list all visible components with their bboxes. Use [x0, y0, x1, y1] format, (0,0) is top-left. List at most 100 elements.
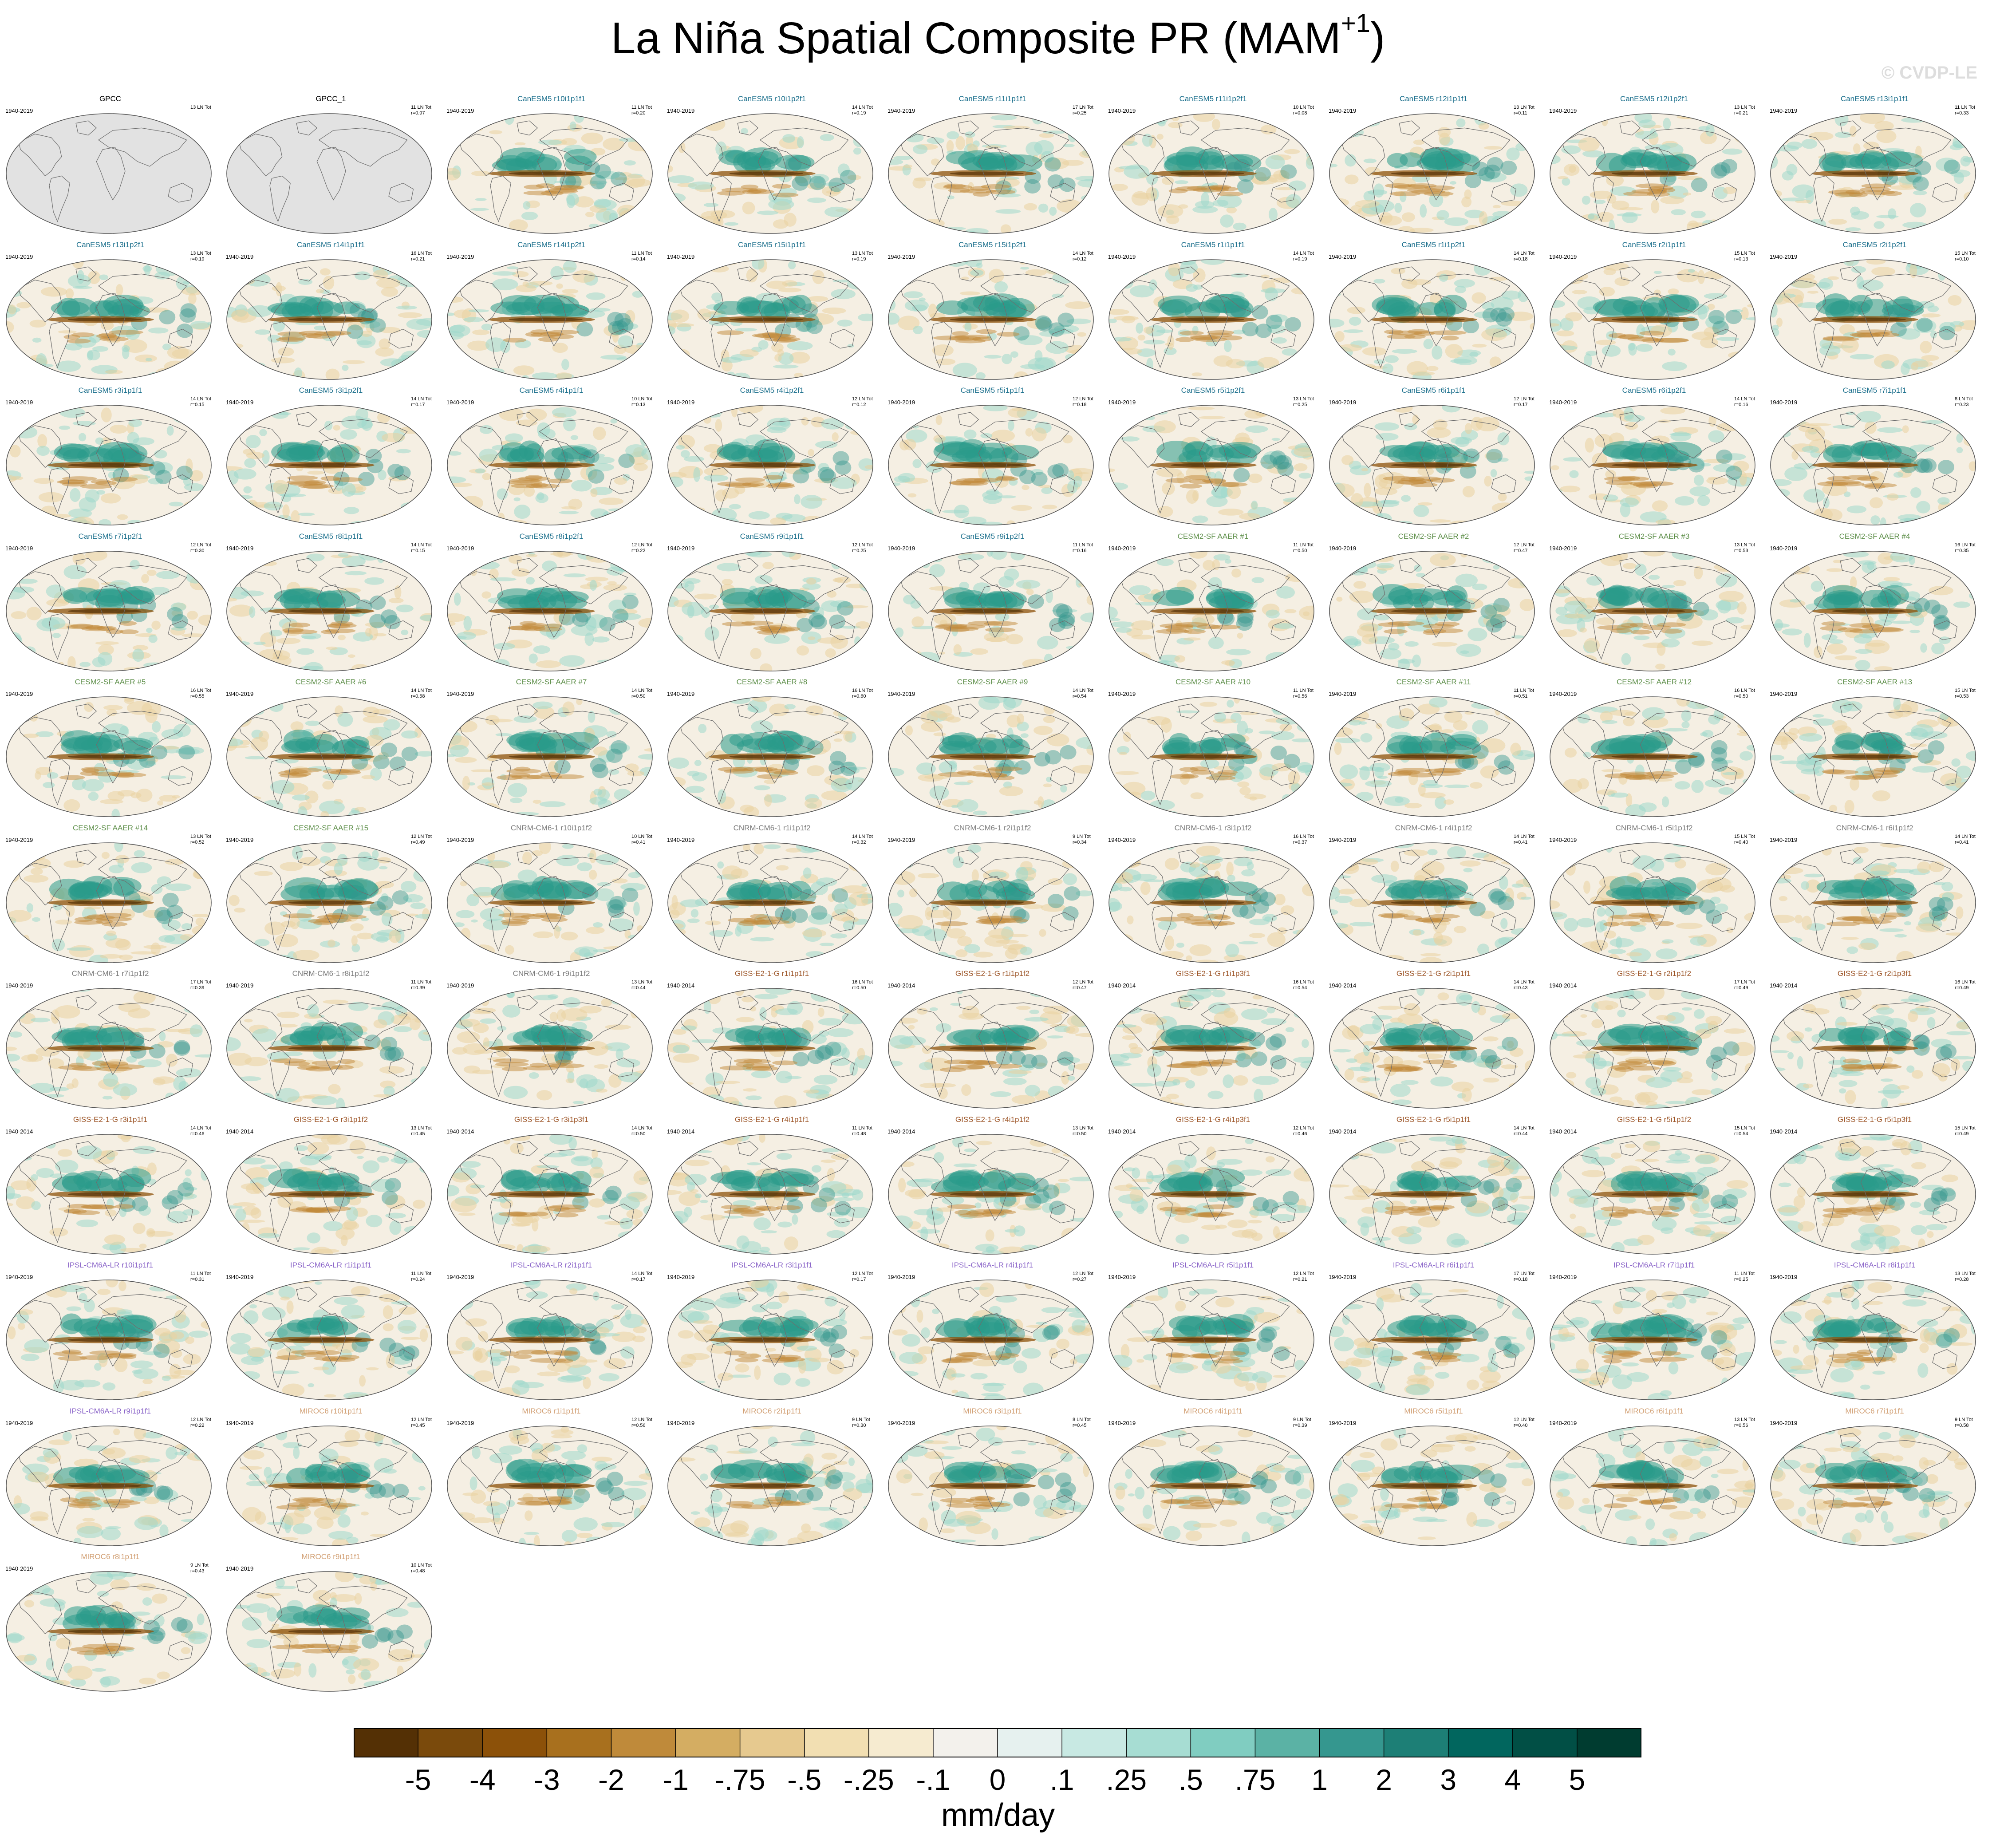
panel-title: MIROC6 r2i1p1f1	[742, 1406, 801, 1415]
map-panel: CanESM5 r10i1p1f1 1940-2019 11 LN Tot r=0.2…	[441, 94, 662, 235]
map-panel: IPSL-CM6A-LR r5i1p1f1 1940-2019 12 LN Tot r…	[1103, 1260, 1323, 1402]
colorbar-tick-label: .75	[1235, 1763, 1276, 1796]
map	[6, 1425, 212, 1546]
panel-period: 1940-2019	[226, 545, 254, 552]
panel-period: 1940-2019	[226, 982, 254, 989]
panel-stats: 14 LN Tot r=0.50	[631, 1125, 652, 1137]
map	[1550, 405, 1755, 525]
panel-title: CanESM5 r15i1p2f1	[958, 240, 1027, 249]
map-panel: IPSL-CM6A-LR r9i1p1f1 1940-2019 12 LN Tot r…	[0, 1406, 221, 1548]
map-panel: GISS-E2-1-G r3i1p3f1 1940-2014 14 LN Tot r=…	[441, 1115, 662, 1256]
map-panel: CanESM5 r1i1p1f1 1940-2019 14 LN Tot r=0.19	[1103, 240, 1323, 381]
panel-title: GISS-E2-1-G r1i1p1f2	[955, 969, 1030, 978]
map	[1550, 1279, 1755, 1400]
panel-title: GISS-E2-1-G r4i1p1f1	[734, 1115, 809, 1124]
map-panel: GISS-E2-1-G r5i1p1f1 1940-2014 14 LN Tot r=…	[1323, 1115, 1544, 1256]
map	[447, 696, 653, 817]
map	[6, 550, 212, 671]
panel-stats: 14 LN Tot r=0.15	[411, 542, 432, 553]
panel-period: 1940-2019	[1329, 691, 1357, 697]
panel-title: GISS-E2-1-G r1i1p1f1	[734, 969, 809, 978]
panel-title: CanESM5 r15i1p1f1	[738, 240, 806, 249]
map	[226, 1279, 432, 1400]
panel-period: 1940-2019	[888, 691, 915, 697]
map	[1550, 1133, 1755, 1255]
map	[1329, 1279, 1535, 1400]
map	[1108, 1279, 1314, 1400]
panel-title: MIROC6 r7i1p1f1	[1845, 1406, 1904, 1415]
panel-stats: 16 LN Tot r=0.60	[852, 688, 873, 699]
panel-period: 1940-2019	[1770, 545, 1798, 552]
map-panel: GISS-E2-1-G r3i1p1f1 1940-2014 14 LN Tot r=…	[0, 1115, 221, 1256]
panel-title: CanESM5 r7i1p2f1	[78, 532, 142, 541]
panel-stats: 9 LN Tot r=0.30	[852, 1417, 870, 1428]
colorbar	[354, 1728, 1641, 1757]
panel-stats: 13 LN Tot r=0.45	[411, 1125, 432, 1137]
map-panel: CanESM5 r14i1p2f1 1940-2019 11 LN Tot r=0.1…	[441, 240, 662, 381]
panel-period: 1940-2019	[446, 253, 474, 260]
map	[1108, 259, 1314, 380]
map	[226, 259, 432, 380]
panel-stats: 16 LN Tot r=0.50	[852, 979, 873, 991]
panel-period: 1940-2014	[667, 982, 695, 989]
panel-stats: 9 LN Tot r=0.58	[1955, 1417, 1973, 1428]
panel-stats: 12 LN Tot r=0.27	[1073, 1271, 1093, 1282]
panel-stats: 16 LN Tot r=0.37	[1293, 833, 1314, 845]
map	[226, 1425, 432, 1546]
map-panel: IPSL-CM6A-LR r8i1p1f1 1940-2019 13 LN Tot r…	[1764, 1260, 1985, 1402]
panel-period: 1940-2014	[1329, 982, 1357, 989]
panel-title: MIROC6 r1i1p1f1	[522, 1406, 581, 1415]
panel-period: 1940-2019	[667, 545, 695, 552]
colorbar-swatch	[675, 1728, 741, 1757]
map-panel: CESM2-SF AAER #13 1940-2019 15 LN Tot r=0.5…	[1764, 677, 1985, 818]
panel-stats: 11 LN Tot r=0.16	[1073, 542, 1093, 553]
map-panel: CanESM5 r15i1p1f1 1940-2019 13 LN Tot r=0.1…	[662, 240, 882, 381]
map	[447, 1279, 653, 1400]
map-panel: CanESM5 r12i1p2f1 1940-2019 13 LN Tot r=0.2…	[1544, 94, 1764, 235]
panel-title: CanESM5 r14i1p2f1	[517, 240, 586, 249]
panel-stats: 9 LN Tot r=0.34	[1073, 833, 1091, 845]
map	[888, 550, 1094, 671]
map-panel: CNRM-CM6-1 r4i1p1f2 1940-2019 14 LN Tot r=0…	[1323, 823, 1544, 964]
panel-period: 1940-2019	[667, 836, 695, 843]
panel-title: CESM2-SF AAER #8	[736, 678, 808, 686]
panel-stats: 9 LN Tot r=0.39	[1293, 1417, 1311, 1428]
colorbar-tick-label: 5	[1569, 1763, 1586, 1796]
panel-title: IPSL-CM6A-LR r4i1p1f1	[951, 1261, 1034, 1269]
panel-period: 1940-2014	[226, 1128, 254, 1135]
panel-stats: 13 LN Tot r=0.53	[1734, 542, 1755, 553]
panel-period: 1940-2019	[1108, 399, 1136, 406]
panel-title: CNRM-CM6-1 r3i1p1f2	[1174, 823, 1252, 832]
panel-title: IPSL-CM6A-LR r3i1p1f1	[731, 1261, 813, 1269]
panel-period: 1940-2019	[226, 691, 254, 697]
map-panel: IPSL-CM6A-LR r7i1p1f1 1940-2019 11 LN Tot r…	[1544, 1260, 1764, 1402]
panel-period: 1940-2019	[5, 836, 33, 843]
panel-title: CanESM5 r13i1p2f1	[76, 240, 145, 249]
map	[1770, 1425, 1976, 1546]
panel-title: CNRM-CM6-1 r10i1p1f2	[510, 823, 592, 832]
map-panel: MIROC6 r7i1p1f1 1940-2019 9 LN Tot r=0.58	[1764, 1406, 1985, 1548]
map	[667, 550, 873, 671]
map	[888, 842, 1094, 963]
colorbar-swatch	[354, 1728, 418, 1757]
panel-period: 1940-2019	[446, 691, 474, 697]
map-panel: CanESM5 r6i1p2f1 1940-2019 14 LN Tot r=0.16	[1544, 386, 1764, 527]
colorbar-swatch	[1191, 1728, 1255, 1757]
map	[447, 842, 653, 963]
colorbar-swatch	[740, 1728, 805, 1757]
panel-title: CanESM5 r11i1p2f1	[1179, 95, 1247, 103]
panel-title: MIROC6 r10i1p1f1	[299, 1406, 363, 1415]
panel-title: CESM2-SF AAER #15	[293, 823, 369, 832]
panel-period: 1940-2019	[446, 982, 474, 989]
figure-title: La Niña Spatial Composite PR (MAM+1)	[611, 9, 1385, 63]
map	[1770, 550, 1976, 671]
panel-stats: 9 LN Tot r=0.43	[190, 1563, 209, 1574]
colorbar-tick-label: -2	[598, 1763, 624, 1796]
panel-stats: 14 LN Tot r=0.54	[1073, 688, 1093, 699]
panel-title: GISS-E2-1-G r4i1p1f2	[955, 1115, 1030, 1124]
panel-stats: 13 LN Tot	[190, 105, 211, 110]
panel-title: CanESM5 r9i1p2f1	[960, 532, 1025, 541]
map-panel: CNRM-CM6-1 r2i1p1f2 1940-2019 9 LN Tot r=0.…	[882, 823, 1103, 964]
map	[6, 259, 212, 380]
panel-title: CNRM-CM6-1 r1i1p1f2	[733, 823, 811, 832]
